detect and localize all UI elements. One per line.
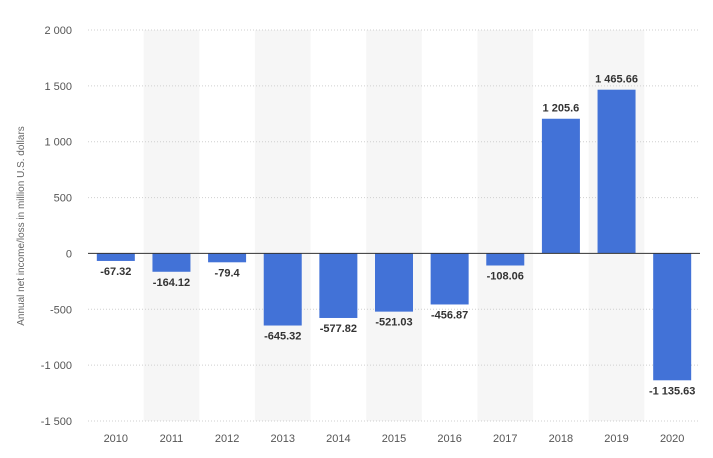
x-tick-label: 2013	[270, 433, 294, 445]
data-label: -521.03	[375, 317, 412, 329]
data-labels: -67.32 -164.12 -79.4 -645.32 -577.82 -521.03 -…	[100, 74, 695, 398]
bar	[486, 253, 525, 266]
y-tick-label: 0	[66, 248, 72, 260]
column-band	[477, 30, 534, 421]
bar	[653, 253, 692, 381]
x-tick-label: 2010	[104, 433, 128, 445]
y-tick-label: 500	[54, 193, 72, 205]
data-label: -67.32	[100, 266, 131, 278]
x-tick-label: 2018	[549, 433, 573, 445]
y-tick-label: -1 000	[41, 360, 72, 372]
bar	[263, 253, 302, 326]
y-tick-label: -500	[50, 304, 72, 316]
x-tick-label: 2020	[660, 433, 684, 445]
bar	[96, 253, 135, 261]
x-tick-label: 2012	[215, 433, 239, 445]
column-band	[366, 30, 422, 421]
data-label: -1 135.63	[649, 385, 695, 397]
x-axis-ticks: 2010 2011 2012 2013 2014 2015 2016 2017 2018 2019…	[104, 433, 685, 445]
bar	[208, 253, 247, 263]
y-tick-label: 1 500	[44, 81, 72, 93]
data-label: 1 465.66	[595, 74, 638, 86]
bar	[430, 253, 469, 305]
bars	[96, 89, 692, 381]
column-band	[254, 30, 311, 421]
bar	[597, 89, 636, 254]
y-tick-label: 2 000	[44, 25, 72, 37]
x-tick-label: 2019	[604, 433, 628, 445]
x-tick-label: 2016	[437, 433, 461, 445]
x-tick-label: 2015	[382, 433, 406, 445]
gridlines	[88, 29, 700, 422]
y-axis-ticks: 2 000 1 500 1 000 500 0 -500 -1 000 -1 500	[41, 25, 72, 428]
x-tick-label: 2017	[493, 433, 517, 445]
bar	[319, 253, 358, 318]
data-label: -645.32	[264, 331, 301, 343]
bar	[375, 253, 413, 312]
column-band	[143, 30, 200, 421]
data-label: -164.12	[153, 277, 190, 289]
bar	[541, 118, 580, 254]
bar	[152, 253, 191, 272]
x-tick-label: 2011	[160, 433, 184, 445]
data-label: 1 205.6	[543, 103, 580, 115]
y-tick-label: -1 500	[41, 416, 72, 428]
y-tick-label: 1 000	[44, 137, 72, 149]
data-label: -577.82	[320, 323, 357, 335]
data-label: -108.06	[487, 271, 524, 283]
data-label: -79.4	[215, 267, 241, 279]
y-axis-label: Annual net income/loss in million U.S. d…	[16, 126, 27, 326]
data-label: -456.87	[431, 309, 468, 321]
x-tick-label: 2014	[326, 433, 350, 445]
